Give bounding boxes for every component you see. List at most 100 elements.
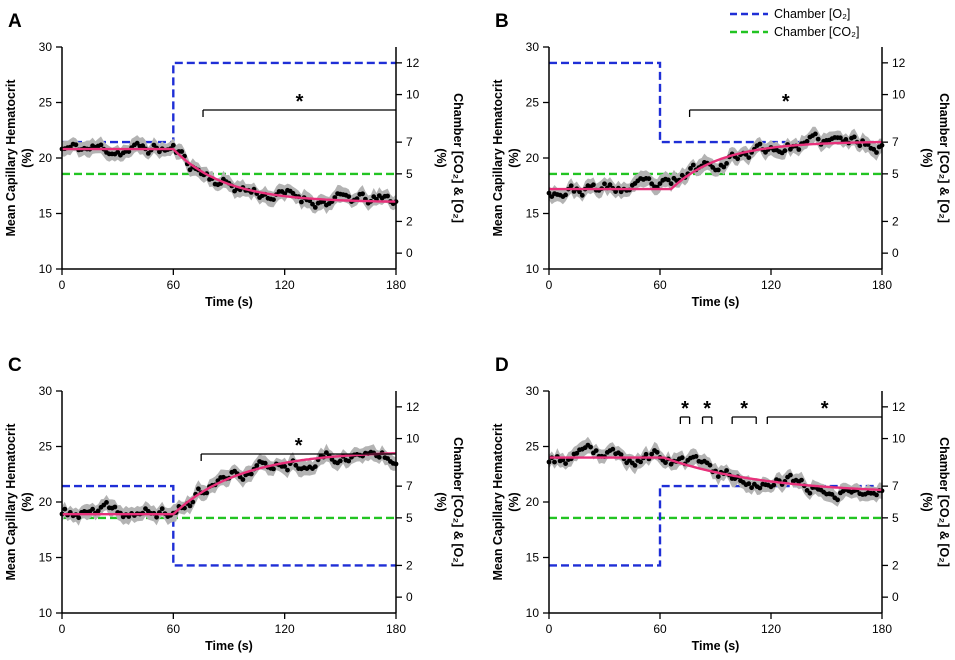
data-point — [271, 197, 276, 203]
significance-bracket: * — [731, 398, 757, 424]
data-point — [563, 192, 568, 198]
y2-tick-label: 12 — [406, 400, 420, 414]
y2-tick-label: 2 — [406, 214, 413, 228]
y-tick-label: 20 — [526, 151, 540, 165]
significance-bracket: * — [679, 398, 691, 424]
x-tick-label: 60 — [167, 278, 181, 292]
significance-star: * — [703, 398, 711, 420]
y2-axis-title: Chamber [CO₂] & [O₂] — [451, 93, 465, 223]
y-tick-label: 20 — [39, 495, 53, 509]
y2-tick-label: 7 — [892, 479, 899, 493]
data-points — [546, 442, 885, 503]
significance-star: * — [295, 435, 303, 457]
y2-tick-label: 12 — [892, 56, 906, 70]
fit-curve — [62, 452, 397, 516]
x-axis-title: Time (s) — [692, 639, 740, 653]
data-point — [646, 176, 652, 182]
data-point — [632, 463, 638, 468]
y2-tick-label: 7 — [406, 479, 413, 493]
data-point — [690, 162, 696, 168]
x-tick-label: 60 — [653, 622, 667, 636]
y2-tick-label: 10 — [892, 88, 906, 102]
data-point — [807, 490, 813, 496]
x-tick-label: 0 — [59, 622, 66, 636]
data-point — [170, 142, 176, 148]
x-tick-label: 0 — [546, 622, 553, 636]
significance-star: * — [782, 91, 790, 113]
significance-star: * — [681, 398, 689, 420]
data-point — [98, 142, 104, 148]
y-tick-label: 10 — [39, 262, 53, 276]
y-tick-label: 25 — [39, 96, 53, 110]
x-axis-title: Time (s) — [205, 295, 253, 309]
data-point — [190, 499, 196, 505]
data-point — [159, 506, 165, 512]
data-point — [262, 460, 268, 466]
y-axis-title-unit: (%) — [507, 492, 521, 511]
data-point — [668, 181, 674, 187]
x-tick-label: 180 — [386, 278, 406, 292]
data-point — [618, 452, 624, 457]
y2-axis-title-unit: (%) — [920, 148, 934, 167]
y2-tick-label: 7 — [406, 135, 413, 149]
data-point — [563, 461, 568, 466]
significance-bracket: * — [200, 435, 396, 461]
y2-tick-label: 5 — [406, 511, 413, 525]
data-point — [285, 467, 290, 473]
data-point — [788, 146, 793, 152]
y-axis-title: Mean Capillary Hematocrit — [491, 423, 505, 581]
data-point — [179, 149, 185, 154]
data-point — [804, 138, 810, 144]
y2-tick-label: 5 — [892, 511, 899, 525]
data-point — [610, 446, 616, 452]
data-point — [813, 131, 818, 137]
y2-tick-label: 5 — [892, 167, 899, 181]
data-point — [196, 486, 201, 492]
data-point — [591, 182, 596, 188]
data-point — [112, 504, 118, 510]
data-point — [874, 492, 879, 498]
data-point — [799, 477, 804, 483]
fit-curve — [549, 140, 882, 191]
y2-tick-label: 0 — [892, 590, 899, 604]
significance-bracket: * — [688, 91, 882, 117]
data-point — [796, 147, 802, 152]
data-point — [254, 463, 260, 468]
y-tick-label: 10 — [39, 606, 53, 620]
y-axis-title: Mean Capillary Hematocrit — [4, 423, 18, 581]
x-tick-label: 120 — [761, 278, 781, 292]
y-tick-label: 25 — [526, 96, 540, 110]
data-point — [126, 149, 132, 155]
o2-step-line — [62, 484, 396, 567]
data-point — [613, 189, 618, 195]
data-point — [782, 148, 788, 154]
panel-b-letter: B — [495, 11, 509, 32]
error-band — [62, 135, 396, 214]
data-point — [104, 500, 109, 505]
data-point — [838, 135, 843, 141]
data-point — [346, 194, 352, 200]
significance-star: * — [821, 398, 829, 420]
y2-axis-title-unit: (%) — [434, 148, 448, 167]
data-point — [679, 455, 685, 461]
data-point — [757, 141, 763, 147]
data-point — [579, 192, 585, 198]
data-point — [337, 458, 343, 464]
y-tick-label: 30 — [526, 384, 540, 398]
data-point — [715, 167, 721, 173]
data-point — [290, 190, 296, 196]
y2-tick-label: 0 — [406, 246, 413, 260]
y2-axis-title: Chamber [CO₂] & [O₂] — [937, 437, 951, 567]
x-tick-label: 60 — [167, 622, 181, 636]
data-point — [187, 503, 193, 509]
y2-tick-label: 7 — [892, 135, 899, 149]
y-tick-label: 30 — [526, 40, 540, 54]
y-tick-label: 15 — [39, 207, 53, 221]
significance-star: * — [296, 91, 304, 113]
o2-step-line — [62, 61, 396, 144]
significance-star: * — [740, 398, 748, 420]
data-point — [552, 459, 557, 465]
y-tick-label: 10 — [526, 262, 540, 276]
